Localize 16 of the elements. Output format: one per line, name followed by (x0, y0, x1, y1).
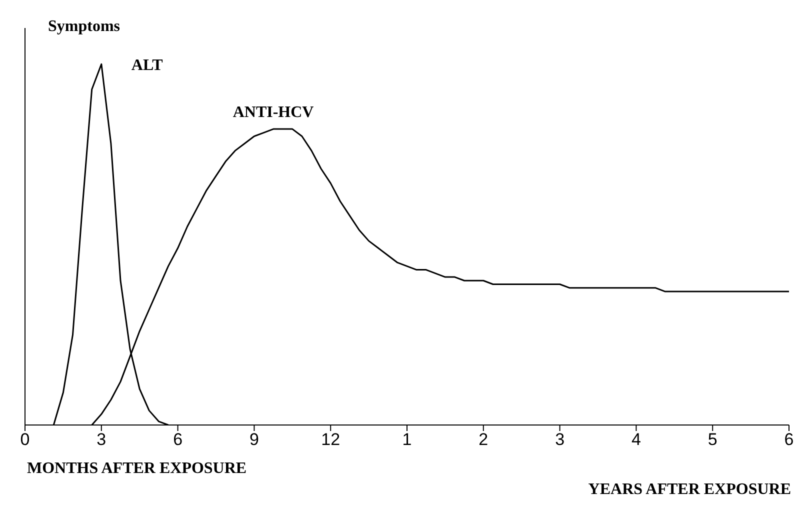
series-label: ANTI-HCV (232, 104, 314, 122)
x-axis-title: MONTHS AFTER EXPOSURE (27, 460, 247, 477)
x-tick-label: 4 (631, 430, 641, 450)
x-tick-label: 12 (321, 430, 340, 450)
x-tick-label: 2 (478, 430, 488, 450)
x-tick-label: 6 (784, 430, 794, 450)
series-label: ALT (131, 56, 164, 74)
x-tick-label: 1 (402, 430, 412, 450)
x-tick-label: 3 (96, 430, 106, 450)
x-tick-label: 5 (708, 430, 718, 450)
text: Symptoms (48, 17, 120, 37)
text: YEARS AFTER EXPOSURE (588, 480, 791, 500)
x-tick-label: 3 (555, 430, 565, 450)
x-tick-label: 6 (173, 430, 183, 450)
x-tick-label: 9 (249, 430, 259, 450)
x-tick-label: 0 (20, 430, 30, 450)
